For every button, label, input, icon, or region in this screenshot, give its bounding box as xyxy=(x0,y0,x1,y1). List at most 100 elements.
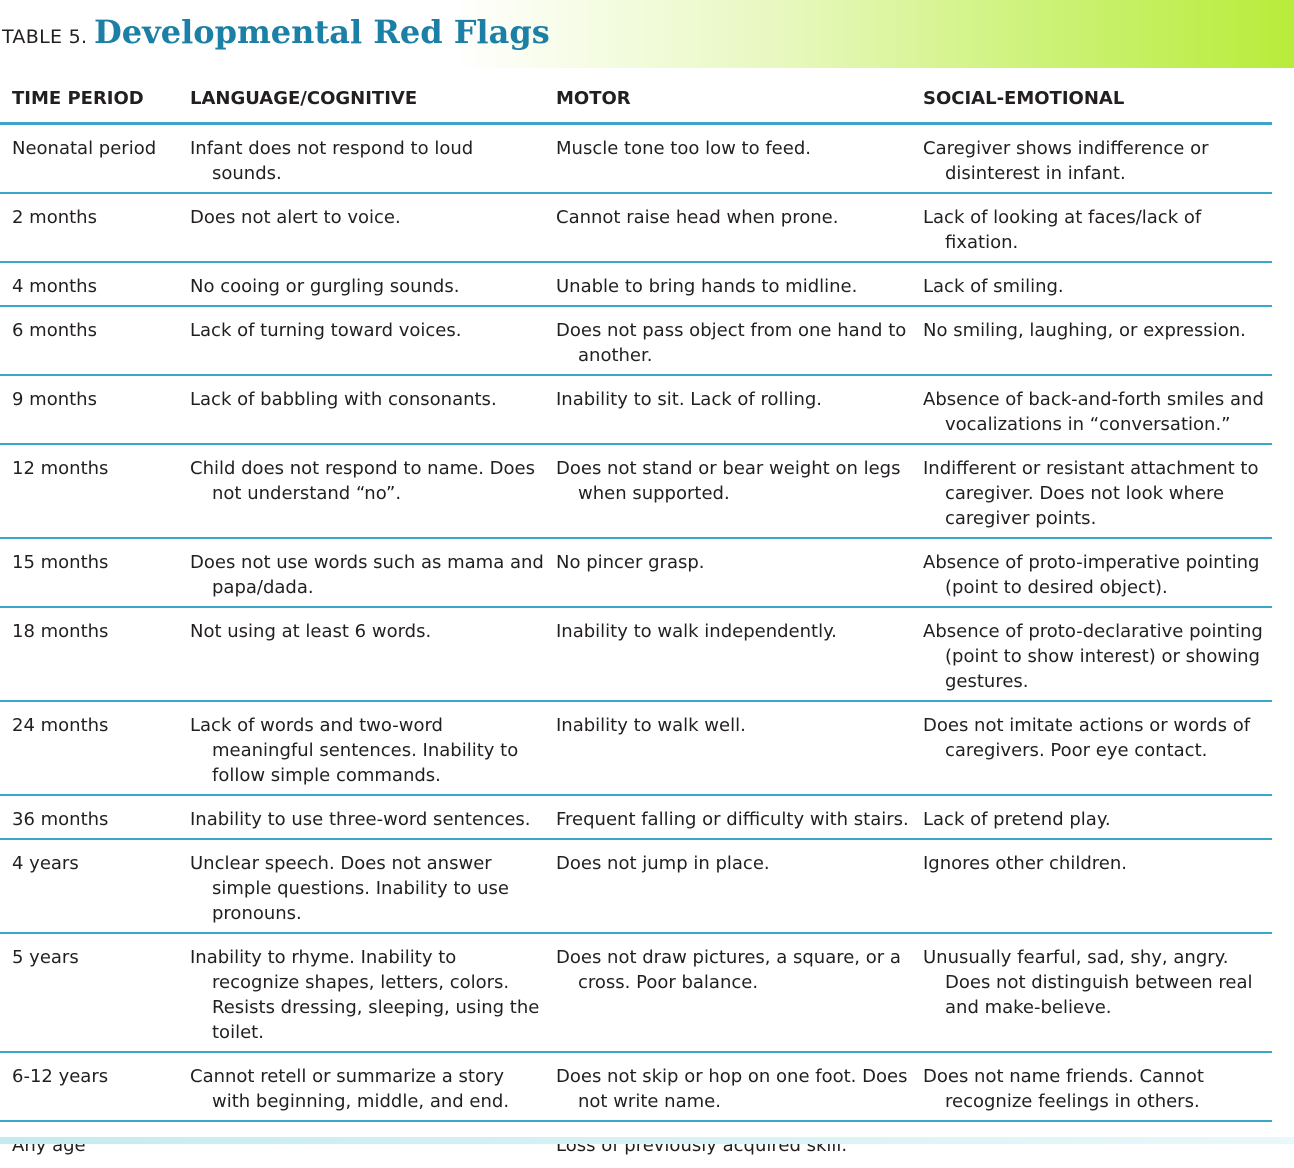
language-cognitive-cell xyxy=(178,1121,544,1168)
social-emotional-cell-text: Unusually fearful, sad, shy, angry. Does… xyxy=(923,945,1272,1020)
time-period-cell-text: 6 months xyxy=(12,318,178,343)
language-cognitive-cell-text: Inability to use three-word sentences. xyxy=(190,807,544,832)
time-period-cell-text: 36 months xyxy=(12,807,178,832)
social-emotional-cell-text: Ignores other children. xyxy=(923,851,1272,876)
social-emotional-cell-text: Indifferent or resistant attachment to c… xyxy=(923,456,1272,531)
motor-cell: Inability to walk well. xyxy=(544,701,911,795)
motor-cell-text: Inability to walk independently. xyxy=(556,619,911,644)
motor-cell-text: Does not stand or bear weight on legs wh… xyxy=(556,456,911,506)
time-period-cell: 24 months xyxy=(0,701,178,795)
time-period-cell-text: 18 months xyxy=(12,619,178,644)
table-row: 5 years Inability to rhyme. Inability to … xyxy=(0,933,1272,1052)
social-emotional-cell: Lack of pretend play. xyxy=(911,795,1272,839)
time-period-cell: 12 months xyxy=(0,444,178,538)
motor-cell: Unable to bring hands to midline. xyxy=(544,262,911,306)
social-emotional-cell: No smiling, laughing, or expression. xyxy=(911,306,1272,375)
table-row: 2 months Does not alert to voice. Cannot r… xyxy=(0,193,1272,262)
social-emotional-cell: Lack of smiling. xyxy=(911,262,1272,306)
table-row: 36 months Inability to use three-word sen… xyxy=(0,795,1272,839)
table-row: 15 months Does not use words such as mama… xyxy=(0,538,1272,607)
time-period-cell: 15 months xyxy=(0,538,178,607)
time-period-cell-text: 6-12 years xyxy=(12,1064,178,1089)
language-cognitive-cell: Not using at least 6 words. xyxy=(178,607,544,701)
language-cognitive-cell: No cooing or gurgling sounds. xyxy=(178,262,544,306)
social-emotional-cell xyxy=(911,1121,1272,1168)
time-period-cell: 18 months xyxy=(0,607,178,701)
time-period-cell: 6-12 years xyxy=(0,1052,178,1121)
motor-cell: Cannot raise head when prone. xyxy=(544,193,911,262)
time-period-cell: 2 months xyxy=(0,193,178,262)
social-emotional-cell: Does not imitate actions or words of car… xyxy=(911,701,1272,795)
language-cognitive-cell: Child does not respond to name. Does not… xyxy=(178,444,544,538)
time-period-cell-text: 15 months xyxy=(12,550,178,575)
motor-cell: Inability to walk independently. xyxy=(544,607,911,701)
social-emotional-cell: Absence of proto-imperative pointing (po… xyxy=(911,538,1272,607)
language-cognitive-cell-text: Does not use words such as mama and papa… xyxy=(190,550,544,600)
table-number: TABLE 5. xyxy=(2,26,87,48)
motor-cell-text: Frequent falling or difficulty with stai… xyxy=(556,807,911,832)
social-emotional-cell-text: Lack of pretend play. xyxy=(923,807,1272,832)
header-language-cognitive: LANGUAGE/COGNITIVE xyxy=(178,76,544,124)
table-row: 18 months Not using at least 6 words. Inab… xyxy=(0,607,1272,701)
time-period-cell-text: 4 months xyxy=(12,274,178,299)
time-period-cell-text: 12 months xyxy=(12,456,178,481)
motor-cell: Does not stand or bear weight on legs wh… xyxy=(544,444,911,538)
language-cognitive-cell-text: Inability to rhyme. Inability to recogni… xyxy=(190,945,544,1045)
motor-cell: No pincer grasp. xyxy=(544,538,911,607)
time-period-cell-text: 4 years xyxy=(12,851,178,876)
language-cognitive-cell: Inability to rhyme. Inability to recogni… xyxy=(178,933,544,1052)
motor-cell-text: Unable to bring hands to midline. xyxy=(556,274,911,299)
social-emotional-cell-text: Lack of looking at faces/lack of fixatio… xyxy=(923,205,1272,255)
table-row: 6-12 years Cannot retell or summarize a s… xyxy=(0,1052,1272,1121)
social-emotional-cell-text: Absence of proto-declarative pointing (p… xyxy=(923,619,1272,694)
motor-cell-text: Does not skip or hop on one foot. Does n… xyxy=(556,1064,911,1114)
social-emotional-cell-text: Does not name friends. Cannot recognize … xyxy=(923,1064,1272,1114)
header-row: TIME PERIOD LANGUAGE/COGNITIVE MOTOR SOC… xyxy=(0,76,1272,124)
motor-cell-text: Inability to sit. Lack of rolling. xyxy=(556,387,911,412)
motor-cell-text: Does not jump in place. xyxy=(556,851,911,876)
header-social-emotional: SOCIAL-EMOTIONAL xyxy=(911,76,1272,124)
motor-cell-text: Does not draw pictures, a square, or a c… xyxy=(556,945,911,995)
language-cognitive-cell: Lack of turning toward voices. xyxy=(178,306,544,375)
motor-cell: Does not pass object from one hand to an… xyxy=(544,306,911,375)
red-flags-table: TIME PERIOD LANGUAGE/COGNITIVE MOTOR SOC… xyxy=(0,76,1272,1168)
time-period-cell: 6 months xyxy=(0,306,178,375)
language-cognitive-cell-text: Does not alert to voice. xyxy=(190,205,544,230)
language-cognitive-cell-text: Child does not respond to name. Does not… xyxy=(190,456,544,506)
language-cognitive-cell: Does not alert to voice. xyxy=(178,193,544,262)
social-emotional-cell-text: Does not imitate actions or words of car… xyxy=(923,713,1272,763)
language-cognitive-cell-text: Lack of babbling with consonants. xyxy=(190,387,544,412)
time-period-cell-text: 5 years xyxy=(12,945,178,970)
time-period-cell: 4 years xyxy=(0,839,178,933)
header-time-period: TIME PERIOD xyxy=(0,76,178,124)
time-period-cell-text: 24 months xyxy=(12,713,178,738)
motor-cell: Does not skip or hop on one foot. Does n… xyxy=(544,1052,911,1121)
language-cognitive-cell-text: Infant does not respond to loud sounds. xyxy=(190,136,544,186)
motor-cell-text: No pincer grasp. xyxy=(556,550,911,575)
time-period-cell-text: 2 months xyxy=(12,205,178,230)
time-period-cell: 5 years xyxy=(0,933,178,1052)
language-cognitive-cell-text: Cannot retell or summarize a story with … xyxy=(190,1064,544,1114)
language-cognitive-cell: Lack of words and two-word meaningful se… xyxy=(178,701,544,795)
language-cognitive-cell-text: Lack of words and two-word meaningful se… xyxy=(190,713,544,788)
social-emotional-cell: Ignores other children. xyxy=(911,839,1272,933)
social-emotional-cell: Does not name friends. Cannot recognize … xyxy=(911,1052,1272,1121)
social-emotional-cell-text: Absence of proto-imperative pointing (po… xyxy=(923,550,1272,600)
motor-cell-text: Cannot raise head when prone. xyxy=(556,205,911,230)
time-period-cell: 4 months xyxy=(0,262,178,306)
social-emotional-cell: Indifferent or resistant attachment to c… xyxy=(911,444,1272,538)
social-emotional-cell: Absence of proto-declarative pointing (p… xyxy=(911,607,1272,701)
social-emotional-cell-text: Caregiver shows indifference or disinter… xyxy=(923,136,1272,186)
language-cognitive-cell-text: No cooing or gurgling sounds. xyxy=(190,274,544,299)
time-period-cell: 36 months xyxy=(0,795,178,839)
language-cognitive-cell: Does not use words such as mama and papa… xyxy=(178,538,544,607)
table-row: 24 months Lack of words and two-word mean… xyxy=(0,701,1272,795)
language-cognitive-cell-text: Not using at least 6 words. xyxy=(190,619,544,644)
motor-cell: Muscle tone too low to feed. xyxy=(544,124,911,194)
language-cognitive-cell: Cannot retell or summarize a story with … xyxy=(178,1052,544,1121)
language-cognitive-cell: Infant does not respond to loud sounds. xyxy=(178,124,544,194)
